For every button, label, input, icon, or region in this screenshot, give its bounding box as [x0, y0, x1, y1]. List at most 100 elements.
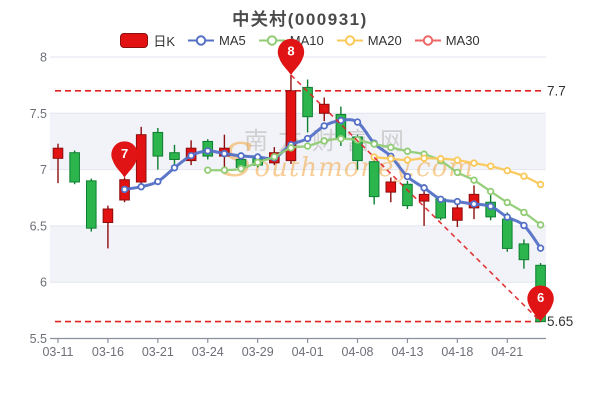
- legend-item-rik[interactable]: 日K: [120, 31, 175, 50]
- ma10-point: [403, 147, 412, 155]
- x-axis-label: 04-18: [441, 345, 473, 359]
- ma10-point: [486, 187, 495, 196]
- ma10-point: [503, 198, 511, 207]
- candlestick-04-01[interactable]: [302, 86, 313, 118]
- ma20-point: [470, 159, 478, 167]
- trend-dashed-line: [290, 74, 542, 323]
- balloon-pin-icon: [527, 285, 554, 322]
- ma20-point: [437, 155, 445, 163]
- candlestick-04-22[interactable]: [518, 243, 530, 261]
- balloon-pin-icon: [277, 38, 305, 75]
- y-split-band: [50, 225, 546, 283]
- x-axis-label: 04-01: [292, 345, 324, 359]
- ma10-point: [536, 221, 545, 229]
- marker-balloon-8: 8: [277, 38, 305, 75]
- ma10-point: [387, 143, 395, 152]
- legend-label: 日K: [153, 34, 176, 49]
- watermark-chinese: 南方财富网: [244, 128, 414, 155]
- ma10-point: [453, 168, 462, 177]
- balloon-label: 8: [287, 44, 294, 59]
- ma5-point: [220, 149, 229, 158]
- y-axis-label: 6: [40, 276, 47, 290]
- x-axis-label: 03-29: [242, 345, 274, 359]
- candlestick-04-11[interactable]: [368, 161, 380, 198]
- y-axis-label: 8: [40, 51, 47, 65]
- ma10-point: [287, 144, 295, 152]
- legend-item-ma10[interactable]: MA10: [258, 33, 324, 48]
- x-axis-label: 03-11: [42, 345, 73, 359]
- legend-candle-swatch: [120, 33, 149, 48]
- candlestick-03-11[interactable]: [52, 147, 64, 159]
- x-axis-label: 04-08: [342, 345, 374, 359]
- x-axis-label: 03-16: [92, 345, 124, 359]
- x-axis-label: 04-13: [391, 345, 423, 359]
- ma10-point: [237, 164, 245, 173]
- candlestick-03-15[interactable]: [85, 180, 97, 229]
- ma5-point: [486, 202, 495, 211]
- candlestick-04-13[interactable]: [402, 183, 413, 207]
- ma5-point: [204, 147, 212, 155]
- chart-legend: 日K MA5 MA10 MA20 MA30: [0, 31, 600, 50]
- legend-line-marker-icon: [336, 35, 363, 46]
- candlestick-03-16[interactable]: [102, 208, 114, 224]
- y-axis-label: 6.5: [30, 219, 47, 233]
- legend-line-marker-icon: [258, 35, 285, 46]
- ma20-point: [387, 155, 395, 163]
- candlestick-03-18[interactable]: [135, 134, 147, 183]
- ma10-point: [320, 137, 328, 145]
- ma5-point: [503, 213, 511, 221]
- ma5-point: [320, 122, 328, 130]
- ma5-point: [536, 244, 545, 252]
- ma5-point: [353, 118, 362, 126]
- legend-item-ma20[interactable]: MA20: [336, 33, 402, 48]
- legend-label: MA5: [219, 33, 246, 48]
- ma10-point: [204, 166, 212, 174]
- ma5-point: [420, 184, 428, 192]
- legend-label: MA20: [367, 33, 402, 48]
- y-axis-label: 7: [40, 163, 47, 177]
- legend-label: MA30: [445, 33, 480, 48]
- balloon-pin-icon: [111, 141, 138, 178]
- candlestick-03-21[interactable]: [152, 131, 164, 157]
- candlestick-03-22[interactable]: [169, 152, 180, 160]
- ma10-point: [470, 176, 478, 184]
- ma20-point: [420, 154, 428, 162]
- ma20-point: [503, 166, 511, 175]
- marker-balloon-6: 6: [527, 285, 554, 322]
- candlestick-04-21[interactable]: [501, 218, 513, 249]
- chart-title: 中关村(000931): [232, 10, 368, 29]
- legend-item-ma5[interactable]: MA5: [188, 33, 246, 48]
- ma10-point: [303, 142, 312, 150]
- legend-line-marker-icon: [414, 35, 441, 46]
- ma5-point: [470, 200, 478, 208]
- ma5-point: [403, 172, 412, 181]
- ma10-point: [520, 208, 528, 217]
- ma5-point: [453, 197, 462, 206]
- ma20-point: [520, 172, 528, 180]
- candlestick-03-14[interactable]: [69, 152, 80, 183]
- candlestick-04-18[interactable]: [452, 207, 463, 221]
- ma5-point: [137, 183, 145, 191]
- ma10-point: [253, 158, 262, 167]
- ma5-point: [154, 177, 162, 186]
- annotation-price-label: 7.7: [547, 84, 566, 99]
- ma20-point: [403, 156, 412, 164]
- ma10-point: [370, 140, 378, 148]
- ma20-point: [453, 156, 462, 164]
- legend-item-ma30[interactable]: MA30: [414, 33, 480, 48]
- balloon-label: 7: [121, 146, 128, 161]
- ma10-point: [337, 135, 345, 143]
- x-axis-label: 03-21: [142, 345, 174, 359]
- ma20-point: [486, 162, 495, 170]
- x-axis-label: 04-21: [491, 345, 523, 359]
- candlestick-04-12[interactable]: [385, 181, 397, 193]
- y-axis-label: 5.5: [30, 332, 47, 346]
- ma5-point: [520, 221, 528, 230]
- ma20-point: [536, 180, 545, 189]
- candlestick-03-31[interactable]: [285, 90, 297, 162]
- candlestick-04-14[interactable]: [418, 193, 430, 202]
- x-axis-label: 03-24: [192, 345, 224, 359]
- balloon-label: 6: [537, 290, 544, 305]
